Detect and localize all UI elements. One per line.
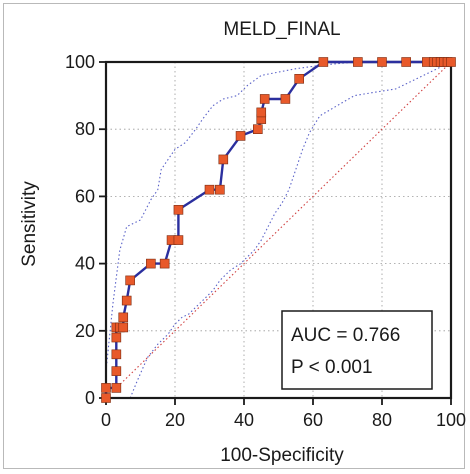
y-tick-label-3: 60 <box>75 186 95 206</box>
x-tick-label-4: 80 <box>372 410 392 430</box>
roc-point-26 <box>294 74 305 84</box>
p-value: P < 0.001 <box>291 357 373 378</box>
roc-point-18 <box>215 184 225 195</box>
axes: 0 20 40 60 80 100 0 20 40 60 80 100 <box>65 52 466 430</box>
reference-line <box>105 61 452 399</box>
roc-point-13 <box>159 258 170 269</box>
x-tick-label-5: 100 <box>436 410 466 430</box>
lower-confidence-bound-line <box>129 61 452 399</box>
roc-point-29 <box>377 57 387 67</box>
roc-point-24 <box>259 94 270 104</box>
roc-point-2 <box>111 383 122 393</box>
roc-point-15 <box>173 235 184 245</box>
plot-area <box>104 60 453 400</box>
roc-point-25 <box>280 94 291 104</box>
reference-diagonal <box>105 61 452 399</box>
roc-point-9 <box>118 312 129 323</box>
x-tick-label-0: 0 <box>101 410 111 430</box>
roc-point-11 <box>125 275 135 286</box>
x-tick-label-2: 40 <box>234 410 254 430</box>
roc-point-17 <box>204 184 215 195</box>
auc-value: AUC = 0.766 <box>291 325 400 346</box>
x-tick-label-3: 60 <box>303 410 323 430</box>
roc-curve <box>101 57 456 403</box>
roc-point-4 <box>111 349 122 360</box>
roc-point-37 <box>446 57 456 67</box>
roc-point-1 <box>101 383 111 393</box>
y-tick-label-5: 100 <box>65 52 95 72</box>
roc-point-5 <box>111 332 122 343</box>
roc-point-30 <box>401 57 411 67</box>
y-axis-title: Sensitivity <box>19 181 40 267</box>
roc-point-23 <box>256 107 267 118</box>
confidence-bands <box>105 61 452 399</box>
roc-point-16 <box>173 205 184 215</box>
roc-point-28 <box>353 57 363 67</box>
roc-point-3 <box>111 366 122 376</box>
y-tick-label-4: 80 <box>75 119 95 139</box>
roc-point-20 <box>235 131 246 141</box>
roc-point-0 <box>101 393 111 403</box>
auc-box-border <box>281 310 433 390</box>
upper-confidence-bound-line <box>105 61 451 372</box>
chart-title: MELD_FINAL <box>223 19 340 40</box>
y-tick-label-0: 0 <box>85 388 95 408</box>
roc-point-8 <box>118 322 129 333</box>
roc-point-10 <box>121 295 132 306</box>
roc-point-21 <box>253 124 263 134</box>
roc-point-27 <box>318 57 329 67</box>
x-axis-title: 100-Specificity <box>220 445 344 466</box>
figure-frame <box>3 3 465 469</box>
y-tick-label-2: 40 <box>75 254 95 274</box>
auc-box: AUC = 0.766 P < 0.001 <box>281 310 433 390</box>
roc-point-12 <box>146 258 156 269</box>
roc-point-19 <box>218 154 229 165</box>
y-tick-label-1: 20 <box>75 321 95 341</box>
x-tick-label-1: 20 <box>165 410 185 430</box>
